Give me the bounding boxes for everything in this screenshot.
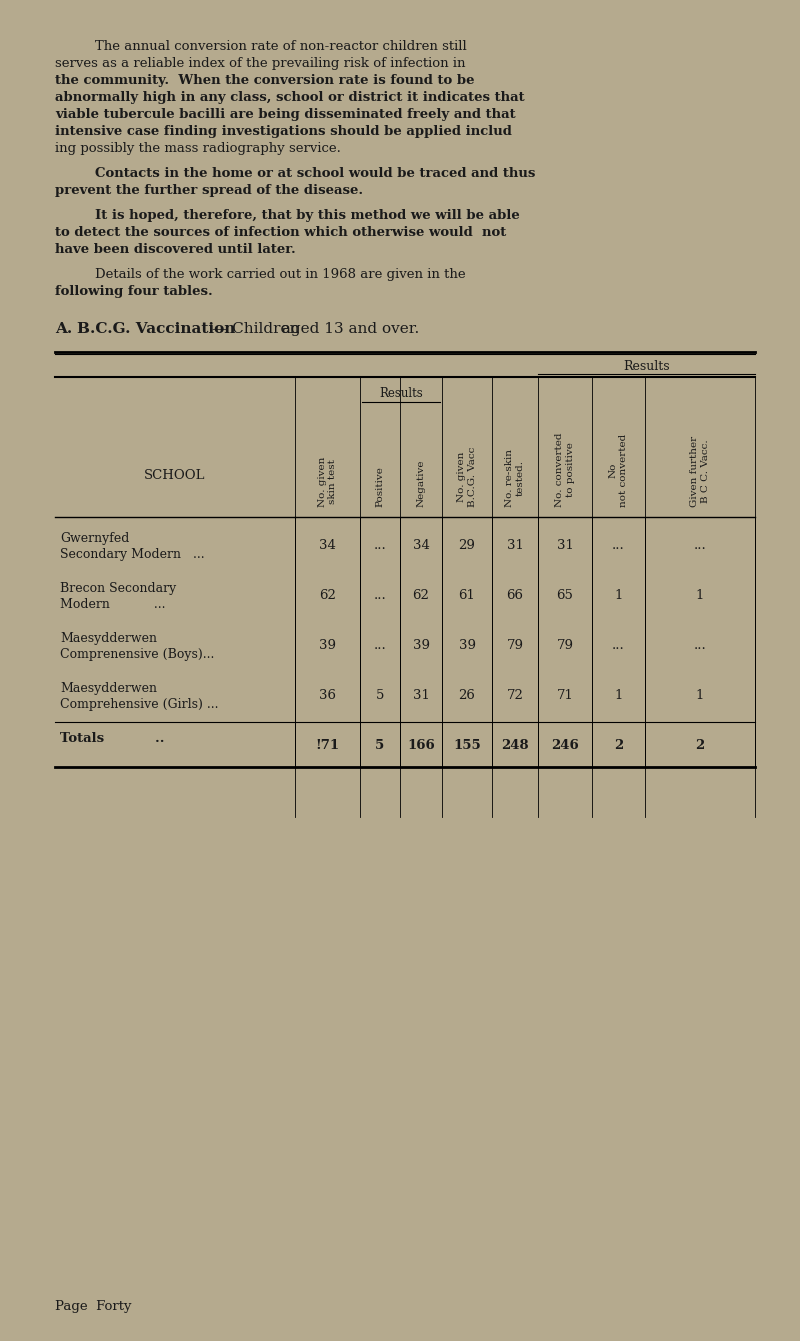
Text: ...: ... xyxy=(374,638,386,652)
Text: 248: 248 xyxy=(501,739,529,751)
Text: 5: 5 xyxy=(375,739,385,751)
Text: 36: 36 xyxy=(319,688,336,701)
Text: No
not converted: No not converted xyxy=(609,433,628,507)
Text: Details of the work carried out in 1968 are given in the: Details of the work carried out in 1968 … xyxy=(95,268,466,282)
Text: abnormally high in any class, school or district it indicates that: abnormally high in any class, school or … xyxy=(55,91,525,105)
Text: 246: 246 xyxy=(551,739,579,751)
Text: 166: 166 xyxy=(407,739,435,751)
Text: 5: 5 xyxy=(376,688,384,701)
Text: prevent the further spread of the disease.: prevent the further spread of the diseas… xyxy=(55,184,363,197)
Text: 39: 39 xyxy=(413,638,430,652)
Text: intensive case finding investigations should be applied includ: intensive case finding investigations sh… xyxy=(55,125,512,138)
Text: 1: 1 xyxy=(696,589,704,602)
Text: Negative: Negative xyxy=(417,460,426,507)
Text: Maesydderwen: Maesydderwen xyxy=(60,683,157,695)
Text: Gwernyfed: Gwernyfed xyxy=(60,532,130,544)
Text: No. converted
to positive: No. converted to positive xyxy=(555,433,574,507)
Text: 62: 62 xyxy=(319,589,336,602)
Text: 31: 31 xyxy=(557,539,574,551)
Text: ...: ... xyxy=(374,589,386,602)
Text: 66: 66 xyxy=(506,589,523,602)
Text: SCHOOL: SCHOOL xyxy=(144,469,206,481)
Text: — Children: — Children xyxy=(212,322,299,337)
Text: ...: ... xyxy=(612,638,625,652)
Text: 1: 1 xyxy=(614,589,622,602)
Text: 39: 39 xyxy=(458,638,475,652)
Text: Contacts in the home or at school would be traced and thus: Contacts in the home or at school would … xyxy=(95,168,535,180)
Text: 79: 79 xyxy=(557,638,574,652)
Text: It is hoped, therefore, that by this method we will be able: It is hoped, therefore, that by this met… xyxy=(95,209,520,223)
Text: 72: 72 xyxy=(506,688,523,701)
Text: 34: 34 xyxy=(413,539,430,551)
Text: !71: !71 xyxy=(315,739,339,751)
Text: serves as a reliable index of the prevailing risk of infection in: serves as a reliable index of the prevai… xyxy=(55,58,466,70)
Text: ...: ... xyxy=(694,638,706,652)
Text: Comprenensive (Boys)...: Comprenensive (Boys)... xyxy=(60,648,214,661)
Text: The annual conversion rate of non-reactor children still: The annual conversion rate of non-reacto… xyxy=(95,40,466,54)
Text: Secondary Modern   ...: Secondary Modern ... xyxy=(60,548,205,561)
Text: 2: 2 xyxy=(614,739,623,751)
Text: Totals           ..: Totals .. xyxy=(60,732,165,746)
Text: ...: ... xyxy=(612,539,625,551)
Text: 65: 65 xyxy=(557,589,574,602)
Text: ...: ... xyxy=(694,539,706,551)
Text: Results: Results xyxy=(623,359,670,373)
Text: 31: 31 xyxy=(506,539,523,551)
Text: 79: 79 xyxy=(506,638,523,652)
Text: 2: 2 xyxy=(695,739,705,751)
Text: ing possibly the mass radiography service.: ing possibly the mass radiography servic… xyxy=(55,142,341,156)
Text: following four tables.: following four tables. xyxy=(55,286,213,298)
Text: 34: 34 xyxy=(319,539,336,551)
Text: Modern           ...: Modern ... xyxy=(60,598,166,611)
Text: Maesydderwen: Maesydderwen xyxy=(60,632,157,645)
Text: have been discovered until later.: have been discovered until later. xyxy=(55,243,296,256)
Text: No. re-skin
tested.: No. re-skin tested. xyxy=(506,449,525,507)
Text: to detect the sources of infection which otherwise would  not: to detect the sources of infection which… xyxy=(55,227,506,239)
Text: 29: 29 xyxy=(458,539,475,551)
Text: Brecon Secondary: Brecon Secondary xyxy=(60,582,176,595)
Text: ...: ... xyxy=(374,539,386,551)
Text: 71: 71 xyxy=(557,688,574,701)
Text: 39: 39 xyxy=(319,638,336,652)
Text: No. given
B.C.G. Vacc: No. given B.C.G. Vacc xyxy=(458,447,477,507)
Text: 62: 62 xyxy=(413,589,430,602)
Text: the community.  When the conversion rate is found to be: the community. When the conversion rate … xyxy=(55,74,474,87)
Text: Given further
B C C. Vacc.: Given further B C C. Vacc. xyxy=(690,436,710,507)
Text: B.C.G. Vaccination: B.C.G. Vaccination xyxy=(77,322,235,337)
Text: viable tubercule bacilli are being disseminated freely and that: viable tubercule bacilli are being disse… xyxy=(55,109,516,121)
Text: Comprehensive (Girls) ...: Comprehensive (Girls) ... xyxy=(60,699,218,711)
Text: 1: 1 xyxy=(614,688,622,701)
Text: 26: 26 xyxy=(458,688,475,701)
Text: A.: A. xyxy=(55,322,72,337)
Text: 155: 155 xyxy=(453,739,481,751)
Text: aged 13 and over.: aged 13 and over. xyxy=(277,322,419,337)
Text: No. given
skin test: No. given skin test xyxy=(318,457,338,507)
Text: Page  Forty: Page Forty xyxy=(55,1299,131,1313)
Text: 1: 1 xyxy=(696,688,704,701)
Text: Results: Results xyxy=(379,388,423,400)
Text: Positive: Positive xyxy=(375,467,385,507)
Text: 61: 61 xyxy=(458,589,475,602)
Text: 31: 31 xyxy=(413,688,430,701)
